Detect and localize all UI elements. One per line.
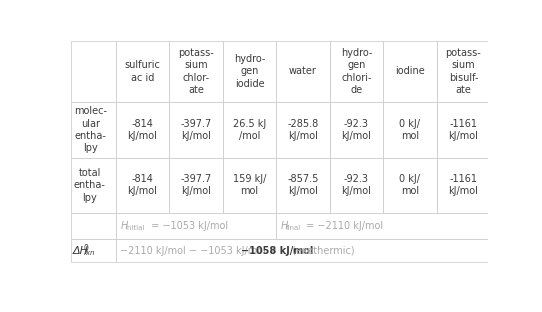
Bar: [169, 158, 223, 213]
Bar: [116, 158, 169, 213]
Text: initial: initial: [126, 225, 145, 231]
Bar: [383, 158, 437, 213]
Text: hydro-
gen
iodide: hydro- gen iodide: [234, 54, 265, 89]
Text: potass-
sium
chlor-
ate: potass- sium chlor- ate: [178, 48, 214, 95]
Bar: [276, 213, 490, 239]
Text: 26.5 kJ
/mol: 26.5 kJ /mol: [233, 119, 266, 141]
Bar: [437, 158, 490, 213]
Text: −1058 kJ/mol: −1058 kJ/mol: [241, 246, 314, 256]
Bar: [71, 158, 116, 213]
Text: 159 kJ/
mol: 159 kJ/ mol: [233, 174, 266, 197]
Text: -1161
kJ/mol: -1161 kJ/mol: [448, 174, 479, 197]
Bar: [169, 102, 223, 158]
Bar: [223, 158, 276, 213]
Text: -814
kJ/mol: -814 kJ/mol: [127, 174, 158, 197]
Text: total
entha-
lpy: total entha- lpy: [74, 168, 106, 203]
Bar: [437, 102, 490, 158]
Text: sulfuric
ac id: sulfuric ac id: [125, 60, 160, 82]
Text: H: H: [281, 221, 288, 231]
Bar: [71, 213, 116, 239]
Bar: [71, 239, 116, 262]
Bar: [223, 102, 276, 158]
Bar: [116, 239, 490, 262]
Text: 0 kJ/
mol: 0 kJ/ mol: [399, 174, 421, 197]
Bar: [116, 213, 276, 239]
Text: potass-
sium
bisulf-
ate: potass- sium bisulf- ate: [446, 48, 481, 95]
Bar: [276, 41, 330, 102]
Bar: [330, 102, 383, 158]
Bar: [71, 102, 116, 158]
Text: -397.7
kJ/mol: -397.7 kJ/mol: [180, 119, 211, 141]
Bar: [276, 102, 330, 158]
Text: (exothermic): (exothermic): [289, 246, 355, 256]
Bar: [169, 41, 223, 102]
Text: rxn: rxn: [83, 251, 95, 256]
Text: water: water: [289, 66, 317, 76]
Bar: [437, 41, 490, 102]
Text: = −1053 kJ/mol: = −1053 kJ/mol: [148, 221, 228, 231]
Bar: [383, 41, 437, 102]
Bar: [276, 158, 330, 213]
Bar: [116, 41, 169, 102]
Bar: [116, 102, 169, 158]
Bar: [330, 158, 383, 213]
Text: -814
kJ/mol: -814 kJ/mol: [127, 119, 158, 141]
Text: -857.5
kJ/mol: -857.5 kJ/mol: [287, 174, 319, 197]
Text: 0 kJ/
mol: 0 kJ/ mol: [399, 119, 421, 141]
Text: ΔH: ΔH: [73, 246, 89, 256]
Bar: [71, 41, 116, 102]
Bar: [383, 102, 437, 158]
Text: -92.3
kJ/mol: -92.3 kJ/mol: [341, 119, 371, 141]
Text: 0: 0: [83, 244, 88, 253]
Text: −2110 kJ/mol − −1053 kJ/mol =: −2110 kJ/mol − −1053 kJ/mol =: [120, 246, 280, 256]
Text: H: H: [120, 221, 128, 231]
Text: -285.8
kJ/mol: -285.8 kJ/mol: [287, 119, 319, 141]
Text: -92.3
kJ/mol: -92.3 kJ/mol: [341, 174, 371, 197]
Text: final: final: [286, 225, 301, 231]
Bar: [223, 41, 276, 102]
Text: iodine: iodine: [395, 66, 425, 76]
Text: hydro-
gen
chlori-
de: hydro- gen chlori- de: [341, 48, 372, 95]
Bar: [330, 41, 383, 102]
Text: molec-
ular
entha-
lpy: molec- ular entha- lpy: [74, 106, 107, 154]
Text: -1161
kJ/mol: -1161 kJ/mol: [448, 119, 479, 141]
Text: = −2110 kJ/mol: = −2110 kJ/mol: [303, 221, 383, 231]
Text: -397.7
kJ/mol: -397.7 kJ/mol: [180, 174, 211, 197]
